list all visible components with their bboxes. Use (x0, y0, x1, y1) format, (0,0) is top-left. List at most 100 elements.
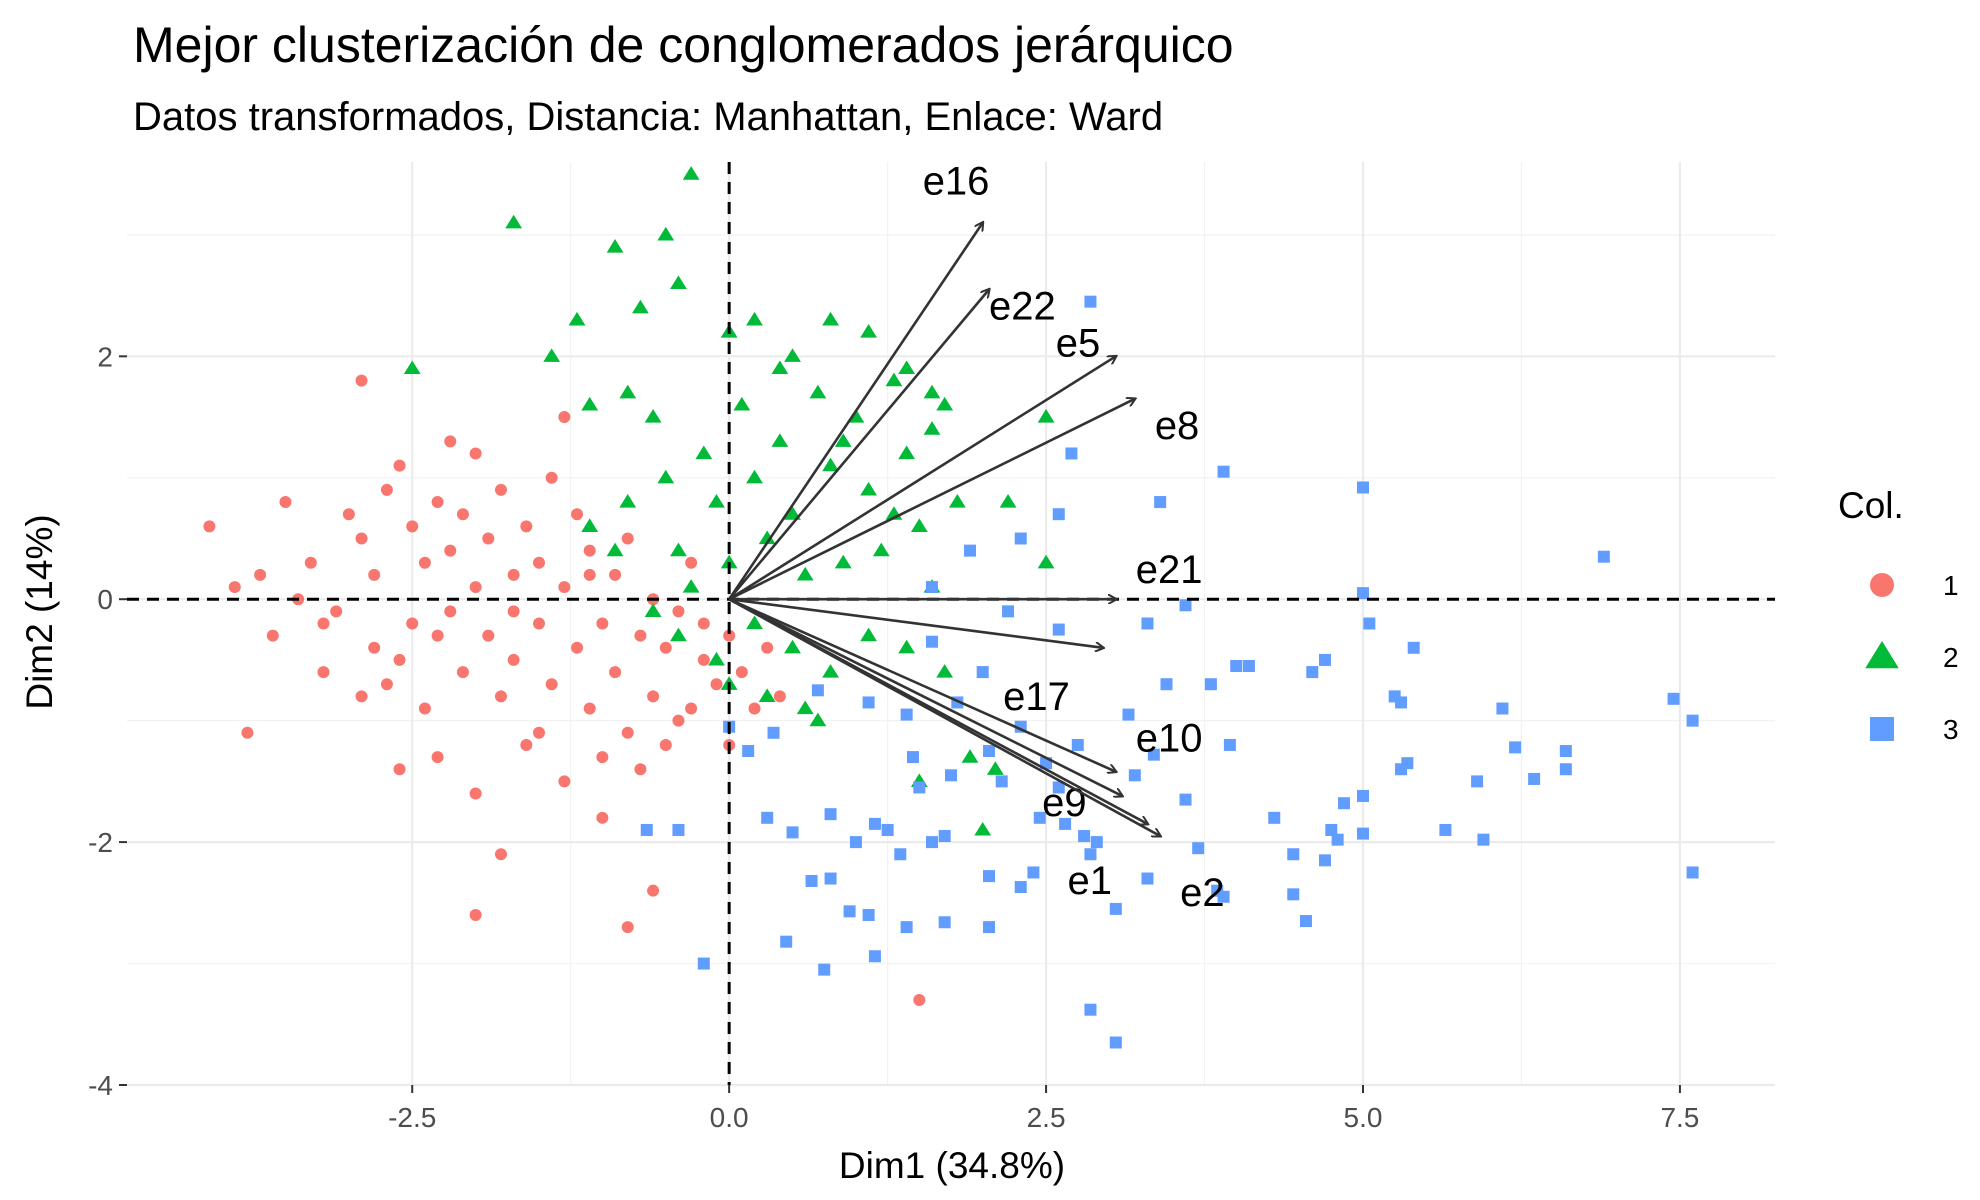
x-tick-label: 5.0 (1344, 1102, 1383, 1133)
data-point (1357, 789, 1369, 802)
chart-subtitle: Datos transformados, Distancia: Manhatta… (133, 95, 1163, 139)
arrow-label-e21: e21 (1136, 548, 1203, 592)
legend-label: 3 (1943, 714, 1959, 745)
data-point (1141, 617, 1154, 630)
data-point (936, 664, 954, 678)
data-point (545, 678, 558, 691)
loading-arrow-e16 (728, 223, 983, 600)
data-point (1306, 666, 1319, 679)
data-point (621, 921, 634, 934)
data-point (822, 664, 839, 678)
data-point (583, 568, 596, 581)
series-1 (203, 374, 926, 1006)
data-point (1268, 811, 1281, 824)
data-point (403, 360, 421, 375)
data-point (784, 506, 801, 520)
data-point (708, 494, 725, 508)
data-point (507, 653, 520, 666)
data-point (784, 639, 801, 654)
data-point (469, 908, 482, 921)
data-point (644, 409, 662, 423)
data-point (948, 494, 966, 508)
data-point (786, 826, 799, 839)
data-point (1147, 748, 1160, 761)
data-point (822, 311, 839, 326)
data-point (986, 761, 1004, 775)
data-point (824, 872, 837, 885)
data-point (1471, 775, 1484, 788)
data-point (266, 629, 279, 642)
data-point (868, 950, 881, 963)
data-point (368, 568, 381, 581)
x-tick-label: 2.5 (1027, 1102, 1066, 1133)
data-point (581, 518, 599, 532)
data-point (1528, 772, 1541, 785)
data-point (796, 566, 814, 581)
data-point (393, 459, 406, 472)
data-point (606, 239, 624, 253)
data-point (533, 617, 545, 630)
data-point (735, 666, 748, 679)
data-point (1299, 915, 1312, 928)
data-point (1439, 823, 1452, 836)
data-point (925, 836, 938, 849)
series-2 (403, 166, 1055, 836)
data-point (1287, 888, 1300, 901)
arrow-label-e16: e16 (923, 160, 990, 204)
data-point (406, 520, 419, 533)
data-point (596, 811, 609, 824)
data-point (733, 396, 751, 411)
data-point (1477, 833, 1490, 846)
data-point (533, 726, 545, 739)
data-point (938, 830, 951, 843)
data-point (818, 963, 831, 976)
data-point (444, 605, 457, 618)
data-point (860, 481, 877, 496)
data-point (606, 542, 624, 557)
data-point (543, 348, 561, 362)
data-point (868, 817, 881, 830)
data-point (767, 726, 780, 739)
data-point (1052, 508, 1065, 521)
data-point (1357, 481, 1369, 494)
legend-item-1: 1 (1870, 570, 1959, 601)
data-point (380, 678, 393, 691)
data-point (634, 763, 647, 776)
x-tick-label: 0.0 (710, 1102, 749, 1133)
data-point (571, 508, 584, 521)
data-point (1395, 763, 1408, 776)
data-point (1395, 696, 1408, 709)
data-point (1033, 811, 1046, 824)
data-point (583, 544, 596, 557)
y-tick-label: 2 (97, 341, 113, 372)
data-point (621, 532, 634, 545)
data-point (254, 568, 267, 581)
data-point (1337, 797, 1350, 810)
data-point (456, 508, 469, 521)
data-point (644, 603, 662, 617)
data-point (809, 384, 827, 399)
data-point (936, 396, 954, 411)
data-point (558, 581, 571, 594)
data-point (682, 166, 700, 180)
data-point (456, 666, 469, 679)
data-point (809, 712, 827, 727)
data-point (1230, 660, 1243, 673)
data-point (720, 554, 738, 569)
data-point (1287, 848, 1300, 861)
data-point (670, 275, 687, 290)
data-point (983, 745, 996, 758)
legend-label: 2 (1943, 642, 1959, 673)
data-point (1071, 738, 1084, 751)
data-point (1037, 409, 1055, 423)
arrow-label-e22: e22 (989, 285, 1056, 329)
data-point (1065, 447, 1078, 460)
data-point (330, 605, 343, 618)
x-tick-label: -2.5 (388, 1102, 436, 1133)
arrow-label-e5: e5 (1056, 321, 1101, 365)
data-point (773, 690, 786, 703)
data-point (723, 629, 736, 642)
data-point (923, 421, 941, 435)
data-point (1160, 678, 1173, 691)
